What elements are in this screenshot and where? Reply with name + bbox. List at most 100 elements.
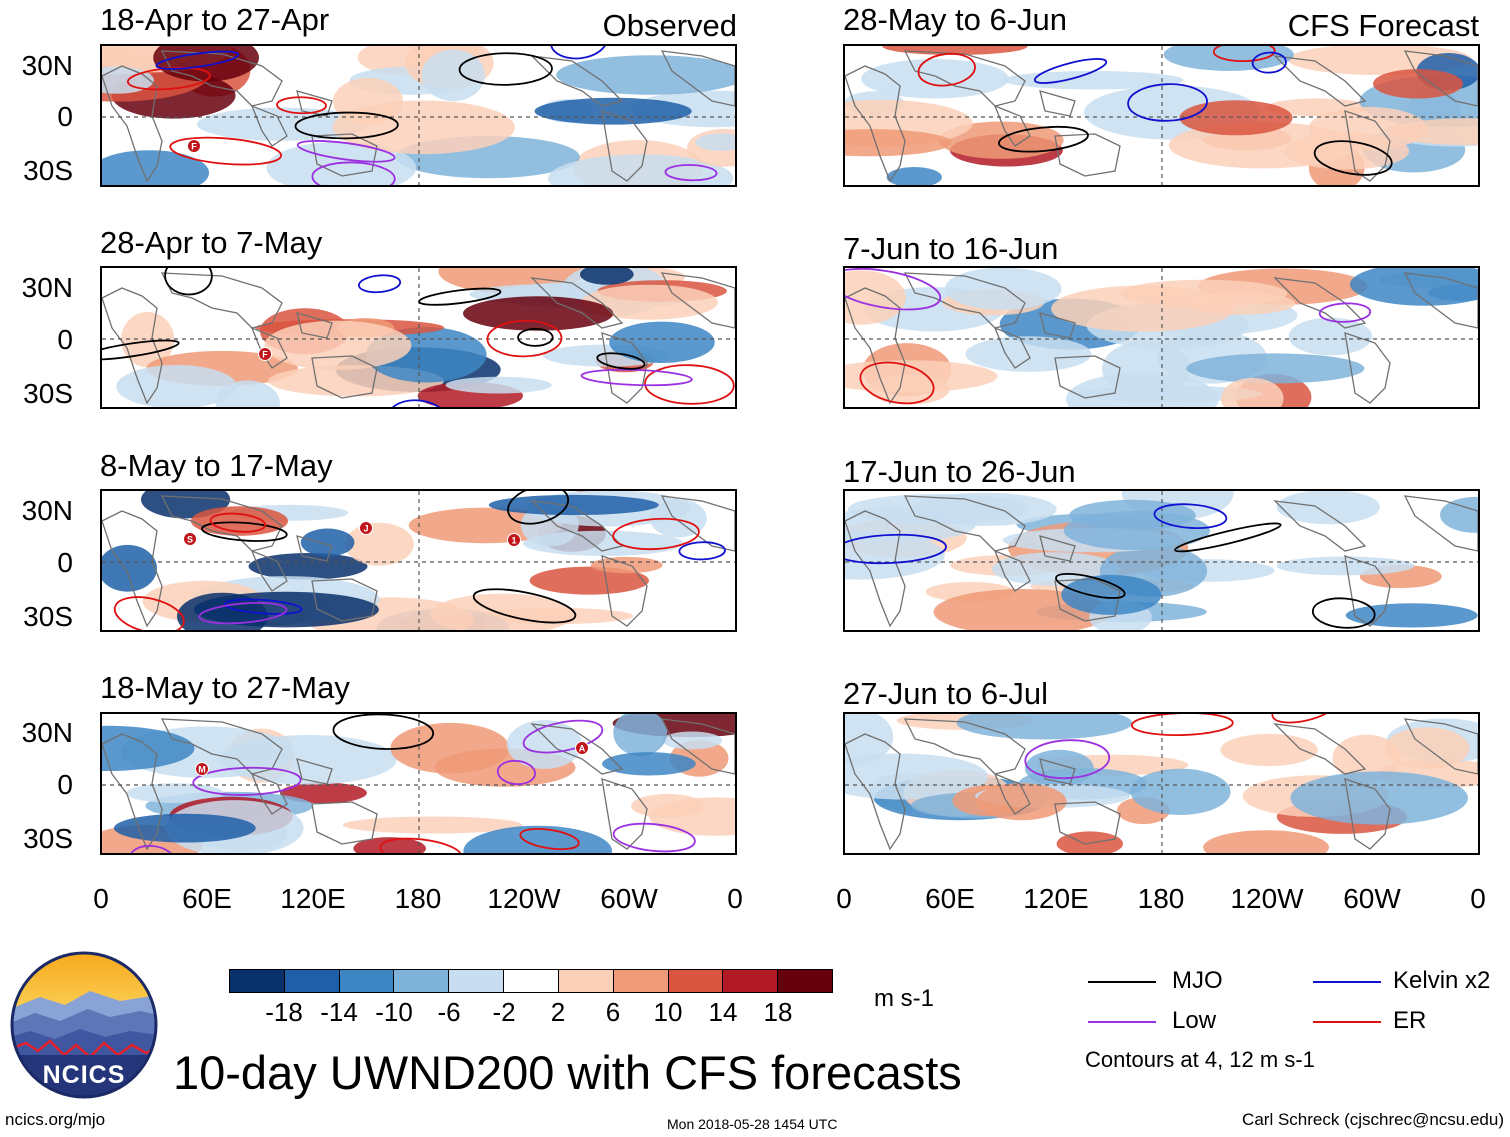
coastline — [845, 510, 906, 628]
easterly-anomaly-shading — [556, 55, 735, 95]
er-contour — [1212, 46, 1276, 63]
easterly-anomaly-shading — [609, 321, 715, 363]
er-contour — [917, 52, 976, 87]
coastline — [601, 555, 648, 627]
map-canvas — [845, 268, 1478, 407]
colorbar-tick: -2 — [492, 997, 516, 1027]
legend-label-mjo: MJO — [1172, 967, 1223, 994]
westerly-anomaly-shading — [976, 783, 1067, 821]
coastline — [1054, 578, 1121, 622]
easterly-anomaly-shading — [445, 376, 552, 394]
lat-label-0: 0 — [57, 769, 73, 800]
low-contour — [496, 759, 536, 786]
easterly-anomaly-shading — [845, 753, 989, 800]
coastline — [993, 104, 1031, 147]
lat-label-0: 0 — [57, 324, 73, 355]
svg-text:S: S — [187, 535, 193, 545]
ncics-logo: NCICS — [10, 951, 158, 1099]
kelvin-contour — [678, 541, 726, 561]
low-contour — [311, 161, 396, 185]
easterly-anomaly-shading — [661, 731, 723, 750]
kelvin-contour — [1153, 503, 1228, 529]
westerly-anomaly-shading — [279, 782, 367, 804]
colorbar-unit: m s-1 — [874, 985, 934, 1012]
westerly-anomaly-shading — [882, 46, 1028, 55]
map-panel-fcst-2 — [843, 266, 1480, 409]
mjo-contour — [294, 111, 399, 140]
coastline — [1039, 535, 1076, 562]
coastline — [601, 778, 648, 850]
easterly-anomaly-shading — [1130, 768, 1231, 815]
coastline — [660, 718, 735, 775]
map-canvas: F — [102, 268, 735, 407]
westerly-anomaly-shading — [342, 816, 523, 834]
lat-label-30s: 30S — [23, 823, 73, 854]
legend-line-kelvin — [1313, 981, 1381, 983]
coastline — [1344, 555, 1391, 627]
lat-label-30s: 30S — [23, 155, 73, 186]
svg-text:A: A — [579, 744, 586, 754]
mjo-contour — [418, 287, 502, 306]
map-panel-obs-3: S J 1 — [100, 489, 737, 632]
coastline — [1403, 495, 1478, 552]
footer-url[interactable]: ncics.org/mjo — [5, 1110, 106, 1129]
footer-credit: Carl Schreck (cjschrec@ncsu.edu) — [1242, 1110, 1504, 1129]
coastline — [296, 758, 333, 785]
map-panel-fcst-1 — [843, 44, 1480, 187]
coastline — [1039, 90, 1076, 117]
mjo-contour — [1055, 572, 1126, 599]
colorbar-swatch — [668, 970, 724, 992]
easterly-anomaly-shading — [580, 268, 634, 285]
colorbar-tick-labels: -18 -14 -10 -6 -2 2 6 10 14 18 — [229, 999, 833, 1029]
mjo-contour — [1311, 597, 1376, 629]
colorbar-tick: -18 — [265, 997, 303, 1027]
map-panel-obs-1: F — [100, 44, 737, 187]
coastline — [1403, 272, 1478, 329]
easterly-anomaly-shading — [534, 97, 692, 125]
easterly-anomaly-shading — [886, 167, 942, 185]
coastline — [102, 733, 163, 851]
er-contour — [169, 136, 283, 166]
map-canvas — [845, 491, 1478, 630]
er-contour — [1271, 714, 1339, 724]
easterly-anomaly-shading — [488, 494, 659, 516]
low-contour — [1024, 739, 1111, 780]
kelvin-contour — [1127, 83, 1208, 122]
map-canvas: S J 1 — [102, 491, 735, 630]
mjo-contour — [1313, 140, 1393, 176]
lon-label: 180 — [1137, 883, 1185, 914]
legend-label-kelvin: Kelvin x2 — [1393, 967, 1491, 994]
colorbar-tick: 14 — [708, 997, 738, 1027]
colorbar-swatch — [394, 970, 450, 992]
coastline — [845, 287, 906, 405]
low-contour — [1318, 302, 1372, 323]
easterly-anomaly-shading — [177, 592, 268, 630]
mjo-contour — [102, 339, 180, 361]
coastline — [1403, 50, 1478, 107]
colorbar-swatch — [230, 970, 285, 992]
lon-label: 60W — [600, 883, 658, 914]
er-contour — [486, 319, 563, 358]
contours-note: Contours at 4, 12 m s-1 — [1085, 1047, 1315, 1072]
easterly-anomaly-shading — [613, 714, 668, 756]
map-canvas — [845, 46, 1478, 185]
legend-line-low — [1088, 1021, 1156, 1023]
kelvin-contour — [223, 598, 303, 615]
mjo-contour — [201, 521, 288, 542]
westerly-anomaly-shading — [529, 566, 649, 595]
low-contour — [522, 719, 604, 754]
westerly-anomaly-shading — [332, 100, 515, 155]
lon-label: 60W — [1343, 883, 1401, 914]
westerly-anomaly-shading — [344, 522, 414, 566]
storm-marker: J — [359, 521, 373, 535]
westerly-anomaly-shading — [1308, 106, 1427, 151]
coastline — [250, 104, 288, 147]
easterly-anomaly-shading — [911, 492, 1057, 526]
lat-label-0: 0 — [57, 101, 73, 132]
westerly-anomaly-shading — [1221, 377, 1284, 407]
coastline — [530, 500, 624, 552]
svg-text:1: 1 — [511, 536, 516, 546]
colorbar-tick: -14 — [320, 997, 358, 1027]
coastline — [1273, 55, 1367, 107]
low-contour — [612, 822, 696, 853]
